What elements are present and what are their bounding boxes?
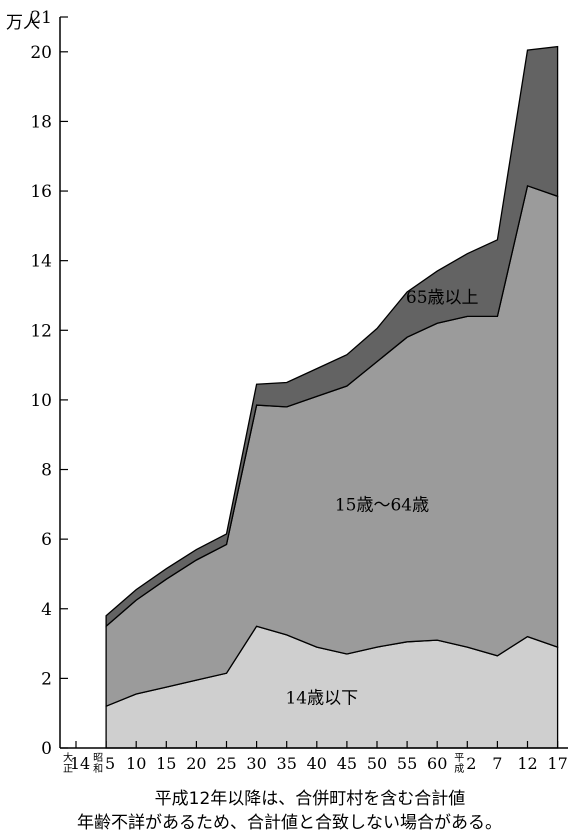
footnote-age-unknown: 年齢不詳があるため、合計値と合致しない場合がある。	[77, 813, 502, 833]
y-tick-label-12: 12	[30, 321, 52, 341]
x-tick-label-1: 5	[105, 754, 115, 773]
y-tick-label-16: 16	[30, 182, 52, 202]
series-label-1: 15歳～64歳	[335, 495, 429, 515]
x-era-label-1-0: 昭	[93, 752, 103, 764]
series-label-2: 65歳以上	[406, 288, 479, 308]
x-tick-label-6: 30	[246, 754, 266, 773]
x-tick-label-7: 35	[277, 754, 297, 773]
x-tick-label-16: 17	[547, 754, 567, 773]
x-era-label-1-1: 和	[93, 763, 103, 775]
x-tick-label-12: 60	[427, 754, 447, 773]
x-era-label-13-0: 平	[454, 753, 464, 764]
series-label-0: 14歳以下	[285, 689, 358, 709]
footnote-merger: 平成12年以降は、合併町村を含む合計値	[154, 789, 466, 809]
y-unit-label: 万人	[6, 13, 40, 33]
x-tick-label-10: 50	[367, 754, 387, 773]
y-tick-label-2: 2	[41, 669, 52, 689]
y-tick-label-4: 4	[41, 600, 52, 620]
x-tick-label-13: 2	[466, 754, 476, 773]
y-tick-label-14: 14	[30, 252, 52, 272]
x-tick-label-0: 14	[70, 754, 90, 773]
y-tick-label-0: 0	[41, 739, 52, 759]
y-tick-label-18: 18	[30, 112, 52, 132]
y-tick-label-8: 8	[41, 461, 52, 481]
x-tick-label-11: 55	[397, 754, 417, 773]
series-area-2	[105, 45, 559, 628]
x-tick-label-3: 15	[156, 754, 176, 773]
y-tick-label-21: 21	[30, 8, 52, 28]
x-tick-label-8: 40	[307, 754, 327, 773]
y-tick-label-6: 6	[41, 530, 52, 550]
y-tick-label-10: 10	[30, 391, 52, 411]
x-era-label-13-1: 成	[454, 763, 464, 775]
x-tick-label-9: 45	[337, 754, 357, 773]
y-tick-label-20: 20	[30, 43, 52, 63]
x-era-label-0-1: 正	[63, 764, 73, 775]
x-tick-label-14: 7	[492, 754, 502, 773]
x-era-label-0-0: 大	[63, 751, 73, 764]
x-tick-label-15: 12	[517, 754, 537, 773]
x-tick-label-2: 10	[126, 754, 146, 773]
x-tick-label-5: 25	[216, 754, 236, 773]
x-tick-label-4: 20	[186, 754, 206, 773]
